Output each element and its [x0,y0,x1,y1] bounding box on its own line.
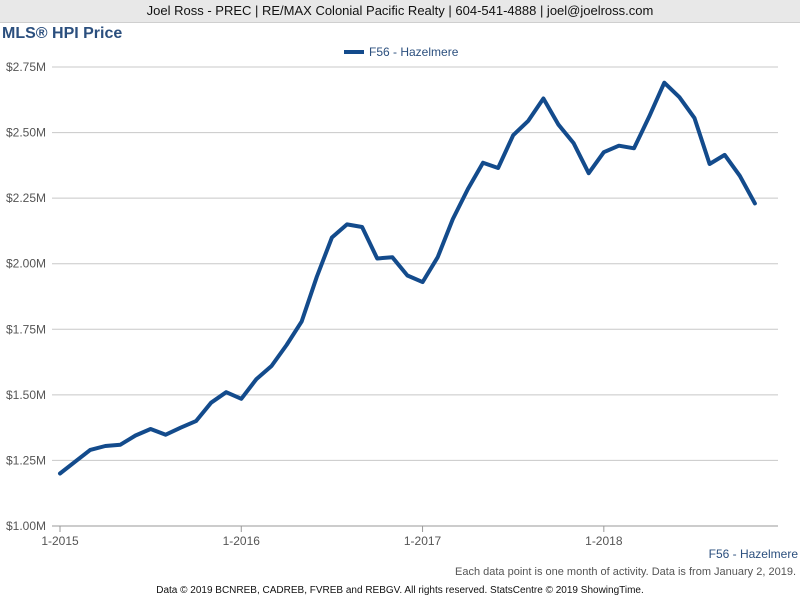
footer-series-label: F56 - Hazelmere [708,547,798,561]
y-tick-label: $2.25M [6,191,46,205]
y-tick-label: $2.75M [6,60,46,74]
legend-label: F56 - Hazelmere [369,45,459,59]
y-tick-label: $1.25M [6,453,46,467]
x-tick-label: 1-2015 [41,534,79,548]
footer-copyright: Data © 2019 BCNREB, CADREB, FVREB and RE… [156,585,644,596]
x-tick-label: 1-2018 [585,534,623,548]
x-tick-label: 1-2016 [223,534,261,548]
chart-title: MLS® HPI Price [2,25,123,42]
series-line-hazelmere[interactable] [58,80,757,476]
chart-legend[interactable]: F56 - Hazelmere [344,45,458,59]
y-tick-label: $1.00M [6,519,46,533]
contact-header: Joel Ross - PREC | RE/MAX Colonial Pacif… [0,0,800,23]
x-tick-label: 1-2017 [404,534,442,548]
legend-swatch [344,50,364,54]
footer-note: Each data point is one month of activity… [455,566,796,578]
y-tick-label: $1.75M [6,322,46,336]
y-tick-label: $2.00M [6,257,46,271]
y-tick-label: $2.50M [6,126,46,140]
y-tick-label: $1.50M [6,388,46,402]
